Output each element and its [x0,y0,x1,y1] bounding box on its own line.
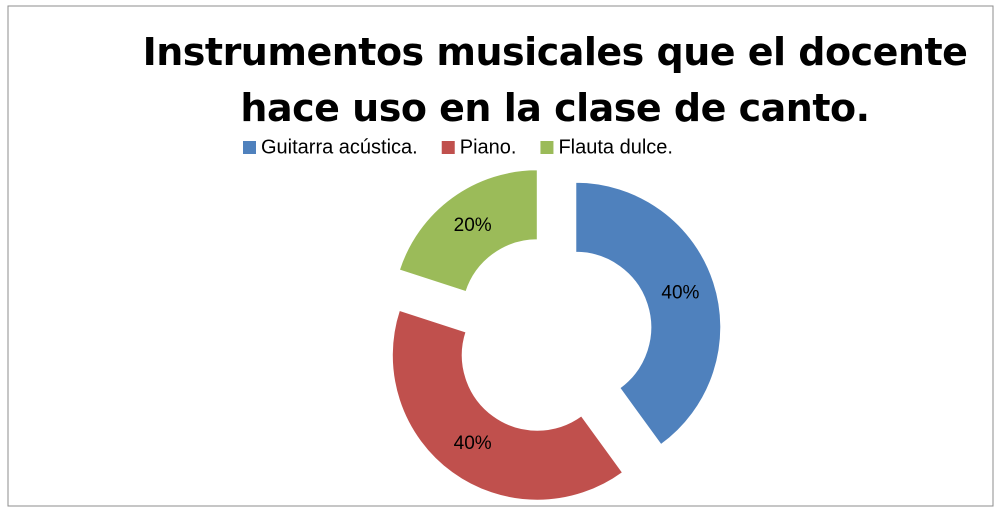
legend-label: Piano. [460,136,517,158]
legend-label: Flauta dulce. [558,136,673,158]
data-label: 40% [454,433,492,454]
legend-swatch [441,141,455,154]
data-label: 40% [661,282,699,303]
chart-title: Instrumentos musicales que el docente ha… [142,30,968,130]
data-label: 20% [454,215,492,236]
donut-segment [575,181,722,446]
donut-segment [391,309,624,501]
legend-label: Guitarra acústica. [261,136,418,158]
legend-swatch [243,141,256,154]
donut-segment [398,169,538,293]
legend-swatch [540,141,554,154]
